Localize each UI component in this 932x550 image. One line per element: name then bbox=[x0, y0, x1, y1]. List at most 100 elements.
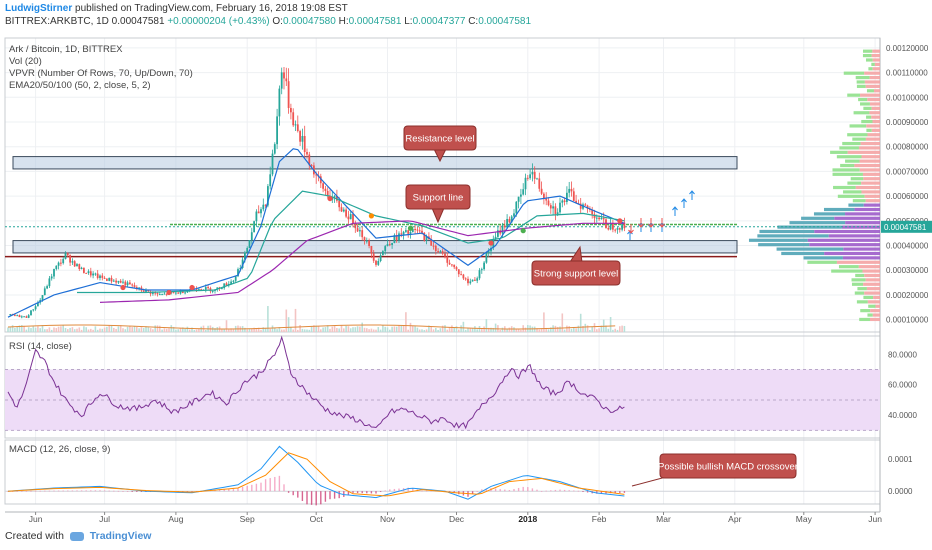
candle-body bbox=[273, 144, 276, 154]
price-tick-label: 0.00110000 bbox=[886, 69, 928, 78]
volume-bar bbox=[34, 327, 37, 332]
candle-body bbox=[467, 278, 469, 284]
candle-body bbox=[510, 216, 513, 223]
volume-bar bbox=[138, 328, 140, 332]
candle-body bbox=[425, 236, 428, 241]
footer: Created with TradingView bbox=[5, 530, 151, 542]
volume-bar bbox=[131, 327, 133, 332]
high-value: 0.00047581 bbox=[348, 16, 402, 27]
volume-bar bbox=[44, 329, 46, 332]
candle-body bbox=[161, 294, 163, 296]
volume-bar bbox=[248, 328, 251, 332]
volume-bar bbox=[377, 327, 380, 332]
candle-body bbox=[57, 262, 60, 266]
macd-histogram-bar bbox=[508, 490, 511, 492]
macd-histogram-bar bbox=[379, 491, 382, 492]
vpvr-bar-down bbox=[828, 234, 880, 238]
created-with: Created with bbox=[5, 530, 64, 542]
macd-histogram-bar bbox=[30, 490, 32, 492]
volume-bar bbox=[94, 326, 97, 332]
candle-body bbox=[112, 280, 115, 282]
volume-bar bbox=[92, 329, 94, 332]
volume-bar bbox=[439, 328, 442, 332]
candle-body bbox=[595, 217, 598, 219]
candle-body bbox=[83, 267, 85, 273]
candle-body bbox=[363, 237, 366, 242]
vol-legend[interactable]: Vol (20) bbox=[9, 56, 42, 67]
volume-bar bbox=[494, 323, 497, 332]
volume-bar bbox=[561, 313, 564, 332]
candle-body bbox=[526, 177, 529, 179]
macd-histogram-bar bbox=[16, 491, 18, 492]
volume-bar bbox=[418, 329, 421, 332]
volume-bar bbox=[262, 327, 265, 332]
volume-bar bbox=[487, 327, 490, 332]
time-tick-label: Apr bbox=[728, 514, 741, 524]
rsi-legend[interactable]: RSI (14, close) bbox=[9, 341, 72, 352]
candle-body bbox=[352, 214, 354, 224]
candle-body bbox=[110, 277, 113, 282]
candle-body bbox=[561, 200, 564, 203]
macd-histogram-bar bbox=[596, 491, 598, 494]
volume-bar bbox=[60, 326, 62, 332]
author-link[interactable]: LudwigStirner bbox=[5, 3, 73, 14]
vpvr-bar-up bbox=[781, 251, 825, 256]
volume-bar bbox=[87, 329, 90, 332]
macd-histogram-bar bbox=[117, 490, 120, 492]
vpvr-bar-down bbox=[872, 313, 880, 317]
macd-histogram-bar bbox=[573, 490, 575, 492]
macd-histogram-bar bbox=[255, 483, 258, 492]
candle-body bbox=[430, 239, 433, 246]
macd-histogram-bar bbox=[99, 490, 101, 492]
candle-body bbox=[253, 221, 255, 233]
volume-bar bbox=[255, 328, 258, 332]
vpvr-bar-down bbox=[867, 97, 880, 102]
vpvr-bar-down bbox=[871, 106, 880, 110]
volume-bar bbox=[506, 328, 508, 332]
macd-histogram-bar bbox=[320, 491, 322, 505]
vpvr-profile bbox=[5, 49, 880, 322]
volume-bar bbox=[122, 328, 124, 332]
volume-bar bbox=[435, 328, 437, 332]
volume-bar bbox=[11, 325, 14, 332]
vpvr-bar-down bbox=[863, 282, 880, 286]
volume-bar bbox=[425, 329, 428, 332]
candle-body bbox=[411, 228, 414, 232]
macd-histogram-bar bbox=[44, 490, 46, 492]
volume-bar bbox=[124, 329, 127, 332]
candle-body bbox=[354, 223, 357, 229]
candle-body bbox=[543, 193, 545, 199]
volume-bar bbox=[575, 328, 577, 332]
volume-bar bbox=[110, 325, 113, 332]
tradingview-link[interactable]: TradingView bbox=[89, 530, 152, 542]
macd-legend[interactable]: MACD (12, 26, close, 9) bbox=[9, 444, 111, 455]
candle-body bbox=[163, 293, 166, 295]
candle-body bbox=[122, 281, 124, 283]
volume-bar bbox=[306, 329, 308, 332]
candle-body bbox=[503, 225, 506, 228]
time-tick-label: Jun bbox=[868, 514, 882, 524]
volume-bar bbox=[152, 329, 154, 332]
macd-pane bbox=[5, 445, 880, 506]
candle-body bbox=[545, 198, 548, 201]
volume-bar bbox=[53, 327, 55, 332]
vpvr-bar-up bbox=[836, 155, 862, 159]
volume-bar bbox=[168, 328, 170, 332]
volume-bar bbox=[423, 329, 426, 332]
volume-bar bbox=[338, 328, 340, 332]
volume-bar bbox=[292, 329, 294, 332]
macd-histogram-bar bbox=[499, 489, 501, 492]
candle-body bbox=[453, 264, 456, 268]
vpvr-bar-down bbox=[864, 80, 880, 84]
volume-bar bbox=[405, 312, 407, 332]
ema-legend[interactable]: EMA20/50/100 (50, 2, close, 5, 2) bbox=[9, 80, 151, 91]
volume-bar bbox=[287, 317, 290, 332]
macd-tick-label: 0.0000 bbox=[888, 487, 913, 496]
macd-histogram-bar bbox=[517, 487, 520, 492]
vpvr-legend[interactable]: VPVR (Number Of Rows, 70, Up/Down, 70) bbox=[9, 68, 193, 79]
volume-bar bbox=[559, 326, 561, 332]
candle-body bbox=[147, 290, 150, 292]
volume-bar bbox=[476, 329, 478, 332]
volume-bar bbox=[430, 326, 432, 332]
candle-body bbox=[248, 240, 251, 249]
